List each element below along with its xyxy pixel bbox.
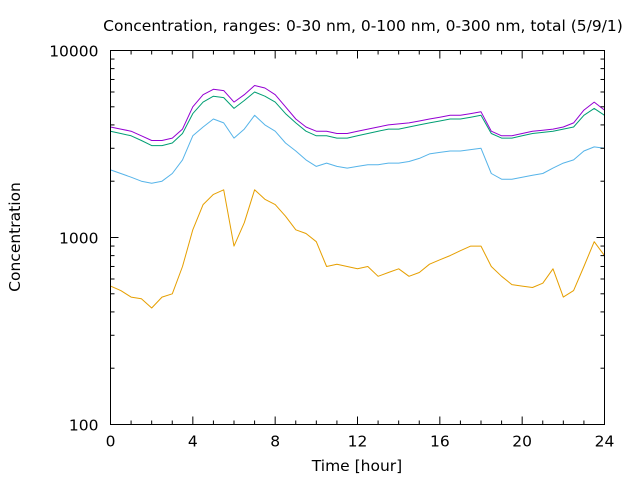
x-tick-label: 16 [430,433,450,451]
ticks-layer: 0 4 8 12 16 20 24 100 1000 10000 [49,43,614,451]
y-axis-label: Concentration [6,182,24,292]
y-tick-label: 100 [69,417,99,435]
series-line-1 [110,189,605,309]
x-axis-label: Time [hour] [311,457,402,475]
series-line-2 [110,114,605,184]
x-tick-label: 12 [348,433,368,451]
x-tick-label: 0 [106,433,116,451]
x-tick-label: 20 [512,433,532,451]
plot-frame [110,50,605,425]
y-tick-label: 10000 [49,43,98,61]
x-tick-label: 8 [270,433,280,451]
series-layer [110,85,605,309]
x-tick-label: 4 [188,433,198,451]
chart-title: Concentration, ranges: 0-30 nm, 0-100 nm… [103,17,623,35]
x-tick-label: 24 [595,433,615,451]
series-line-4 [110,85,605,141]
y-tick-label: 1000 [59,230,98,248]
series-line-3 [110,91,605,147]
